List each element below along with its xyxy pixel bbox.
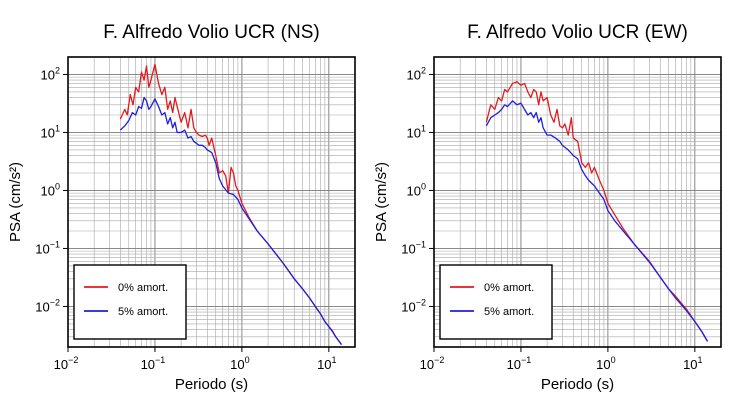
- x-tick-base: 10: [596, 357, 610, 372]
- x-tick-base: 10: [683, 357, 697, 372]
- x-tick-exponent: −2: [68, 355, 78, 365]
- x-tick-label: 100: [230, 355, 249, 372]
- x-tick-base: 10: [507, 357, 521, 372]
- x-tick-label: 10−2: [54, 355, 79, 372]
- legend: 0% amort. 5% amort.: [73, 264, 187, 340]
- y-tick-label: 10−1: [35, 239, 60, 256]
- legend-box: [439, 264, 553, 340]
- y-tick-exponent: 0: [55, 181, 60, 191]
- y-tick-label: 102: [407, 65, 426, 82]
- y-tick-label: 10−1: [401, 239, 426, 256]
- y-tick-exponent: −2: [416, 297, 426, 307]
- x-tick-exponent: 1: [698, 355, 703, 365]
- legend-label: 0% amort.: [484, 282, 534, 294]
- plot-frame: [67, 56, 356, 348]
- x-tick-base: 10: [317, 357, 331, 372]
- y-tick-label: 10−2: [35, 297, 60, 314]
- y-tick-label: 101: [407, 123, 426, 140]
- y-tick-base: 10: [35, 241, 49, 256]
- legend-box: [73, 264, 187, 340]
- x-tick-exponent: −2: [434, 355, 444, 365]
- y-tick-exponent: 0: [421, 181, 426, 191]
- x-tick-label: 100: [596, 355, 615, 372]
- x-tick-label: 10−1: [141, 355, 166, 372]
- y-tick-exponent: 1: [421, 123, 426, 133]
- y-tick-base: 10: [41, 67, 55, 82]
- y-tick-exponent: 2: [55, 65, 60, 75]
- legend-label: 5% amort.: [118, 306, 168, 318]
- y-tick-base: 10: [41, 183, 55, 198]
- x-tick-base: 10: [141, 357, 155, 372]
- x-axis-label: Periodo (s): [541, 376, 614, 393]
- y-tick-exponent: −1: [416, 239, 426, 249]
- y-tick-exponent: −1: [50, 239, 60, 249]
- x-tick-exponent: 1: [332, 355, 337, 365]
- legend-label: 5% amort.: [484, 306, 534, 318]
- y-tick-label: 101: [41, 123, 60, 140]
- y-tick-label: 100: [407, 181, 426, 198]
- y-tick-base: 10: [41, 125, 55, 140]
- y-tick-label: 100: [41, 181, 60, 198]
- x-tick-exponent: −1: [155, 355, 165, 365]
- legend: 0% amort. 5% amort.: [439, 264, 553, 340]
- x-tick-exponent: 0: [245, 355, 250, 365]
- x-tick-base: 10: [420, 357, 434, 372]
- y-tick-base: 10: [401, 241, 415, 256]
- x-tick-label: 101: [683, 355, 702, 372]
- x-tick-base: 10: [54, 357, 68, 372]
- chart-title: F. Alfredo Volio UCR (NS): [103, 22, 319, 43]
- x-tick-exponent: −1: [521, 355, 531, 365]
- series-line-damped: [119, 96, 343, 345]
- y-tick-base: 10: [35, 299, 49, 314]
- x-tick-label: 101: [317, 355, 336, 372]
- y-tick-label: 10−2: [401, 297, 426, 314]
- y-tick-exponent: 2: [421, 65, 426, 75]
- series-line-damped: [485, 100, 709, 342]
- plot-frame: [433, 56, 722, 348]
- y-tick-label: 102: [41, 65, 60, 82]
- y-axis-label: PSA (cm/s²): [7, 162, 24, 242]
- y-tick-exponent: 1: [55, 123, 60, 133]
- y-tick-base: 10: [407, 125, 421, 140]
- x-axis-label: Periodo (s): [175, 376, 248, 393]
- y-tick-base: 10: [401, 299, 415, 314]
- y-axis-label: PSA (cm/s²): [373, 162, 390, 242]
- legend-label: 0% amort.: [118, 282, 168, 294]
- x-tick-label: 10−1: [507, 355, 532, 372]
- x-axis-ticks: 10−2 10−1 100 101: [54, 347, 337, 372]
- x-tick-base: 10: [230, 357, 244, 372]
- x-tick-label: 10−2: [420, 355, 445, 372]
- y-tick-base: 10: [407, 183, 421, 198]
- y-tick-base: 10: [407, 67, 421, 82]
- y-tick-exponent: −2: [50, 297, 60, 307]
- x-axis-ticks: 10−2 10−1 100 101: [420, 347, 703, 372]
- x-tick-exponent: 0: [611, 355, 616, 365]
- chart-title: F. Alfredo Volio UCR (EW): [467, 22, 688, 43]
